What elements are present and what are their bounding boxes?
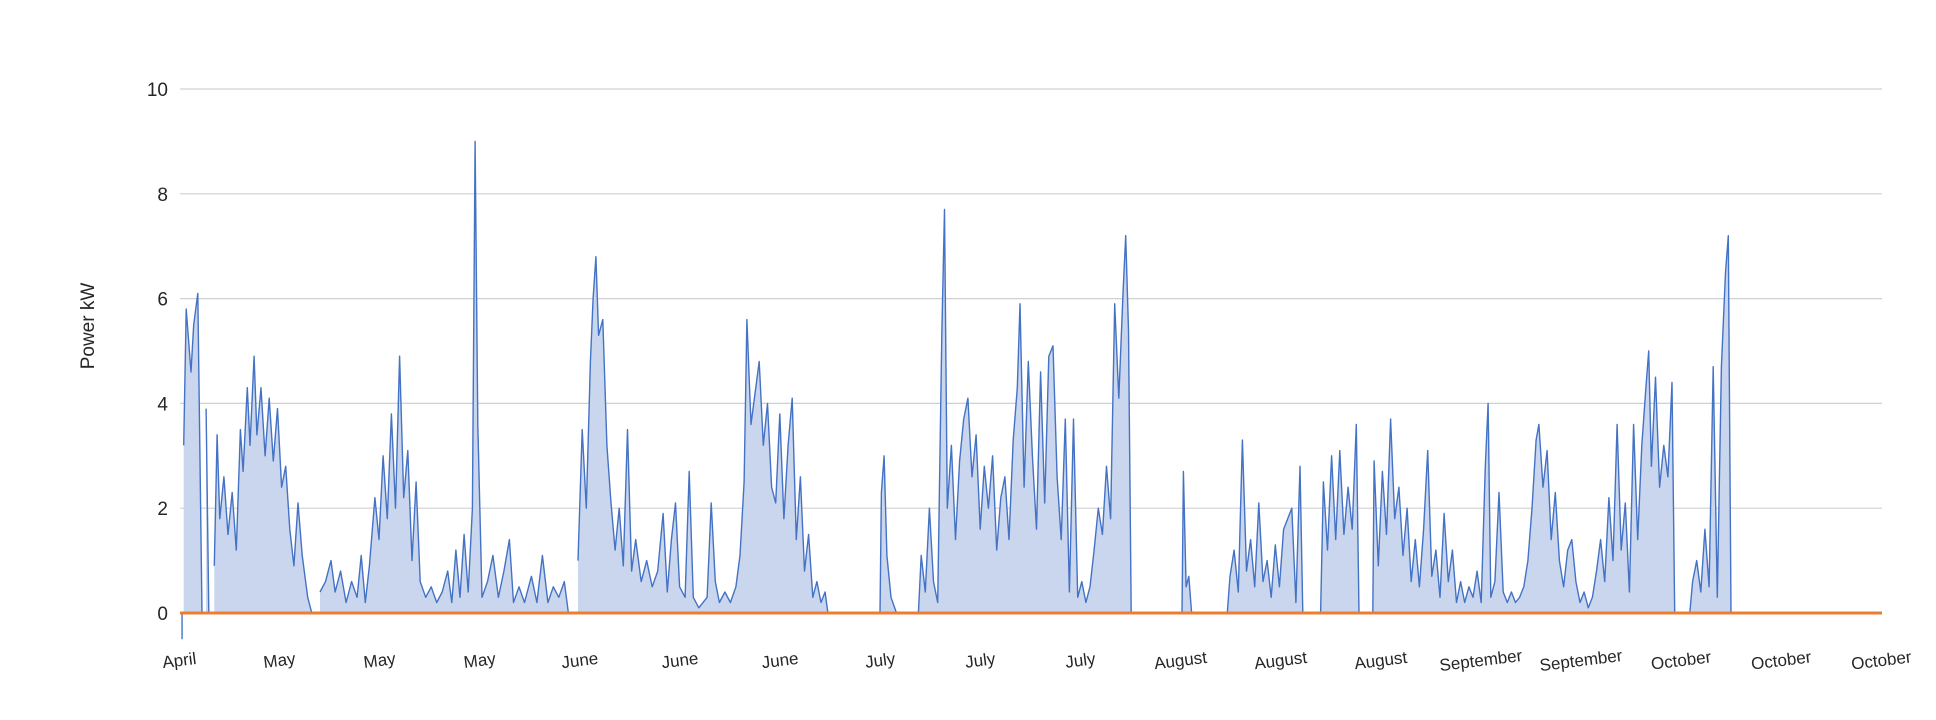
x-tick-label-14: September: [1539, 646, 1624, 675]
x-tick-label-9: July: [1064, 649, 1097, 672]
power-line-segment-8: [1226, 439, 1304, 614]
x-tick-label-17: October: [1850, 647, 1913, 673]
power-line-segment-2: [213, 355, 313, 614]
x-tick-label-3: May: [463, 649, 498, 672]
y-tick-label-10: 10: [147, 80, 168, 101]
x-tick-label-13: September: [1438, 646, 1523, 675]
power-area-segment-4: [578, 256, 828, 613]
x-tick-label-8: July: [964, 649, 997, 672]
power-line-segment-7: [1181, 470, 1193, 614]
power-area-segment-10: [1372, 351, 1675, 613]
power-line-segment-11: [1689, 234, 1732, 614]
x-tick-label-15: October: [1650, 647, 1713, 673]
y-axis-ticks: 0 2 4 6 8 10: [147, 80, 169, 625]
power-area-segment-7: [1182, 471, 1192, 613]
power-area-segment-0: [183, 293, 202, 613]
power-line-segment-1: [205, 408, 210, 614]
y-tick-label-0: 0: [157, 604, 168, 625]
power-area-segment-11: [1689, 235, 1731, 613]
power-line-segment-5: [879, 455, 898, 614]
gridlines: [180, 88, 1882, 509]
power-line-segment-6: [917, 208, 1132, 614]
x-tick-label-4: June: [560, 649, 599, 672]
power-line-segment-4: [577, 256, 829, 614]
x-tick-label-7: July: [864, 649, 897, 672]
power-line-segment-0: [183, 292, 203, 614]
power-area-segment-3: [320, 141, 569, 613]
power-area-segment-2: [214, 356, 312, 613]
y-tick-label-8: 8: [157, 185, 168, 206]
x-tick-label-16: October: [1750, 647, 1813, 673]
x-tick-label-0: April: [161, 649, 197, 672]
y-tick-label-4: 4: [157, 394, 168, 415]
x-tick-label-12: August: [1353, 648, 1408, 673]
power-area-segment-9: [1320, 424, 1359, 613]
power-line-segment-3: [319, 140, 570, 614]
series-layer: [180, 140, 1882, 640]
y-axis-label: Power kW: [78, 283, 99, 370]
x-tick-label-11: August: [1253, 648, 1308, 673]
power-line-segment-10: [1372, 350, 1676, 614]
x-tick-label-1: May: [262, 649, 297, 672]
x-tick-label-10: August: [1153, 648, 1208, 673]
x-tick-label-6: June: [761, 649, 800, 672]
x-axis-ticks: April May May May June June June July July July Au…: [161, 646, 1913, 675]
power-line-segment-9: [1319, 423, 1360, 614]
x-tick-label-5: June: [660, 649, 699, 672]
x-tick-label-2: May: [362, 649, 397, 672]
y-tick-label-2: 2: [157, 499, 168, 520]
y-tick-label-6: 6: [157, 290, 168, 311]
power-area-segment-6: [918, 209, 1132, 613]
power-area-segment-5: [880, 455, 897, 613]
